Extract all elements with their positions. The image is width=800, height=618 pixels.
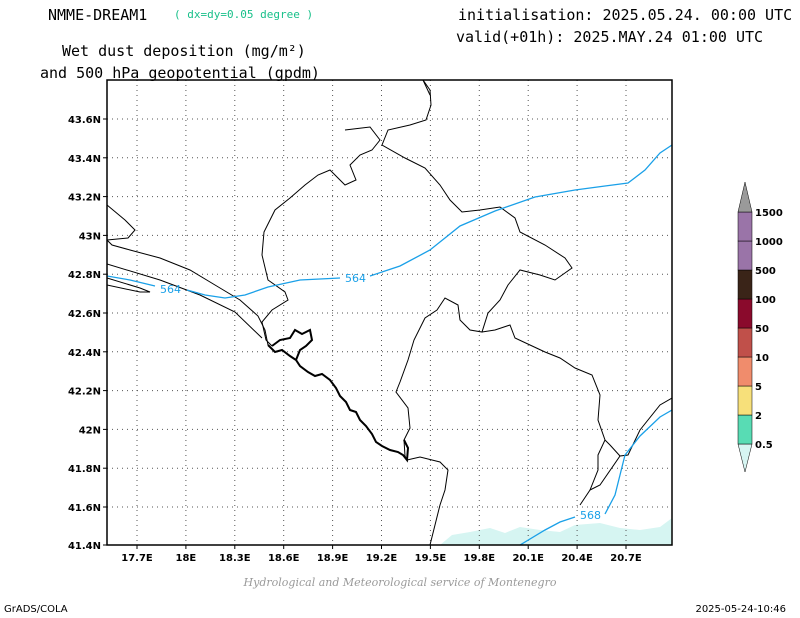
legend-swatch (737, 356, 753, 387)
map-title-line2: and 500 hPa geopotential (gpdm) (40, 64, 320, 82)
software-label: GrADS/COLA (4, 604, 68, 615)
y-tick-label: 41.6N (68, 503, 101, 514)
y-tick-label: 43.4N (68, 154, 101, 165)
legend-label: 1000 (755, 237, 783, 248)
map-grid (107, 80, 672, 545)
legend-top-arrow (737, 181, 753, 213)
x-tick-label: 20.4E (561, 553, 593, 564)
y-tick-label: 42.8N (68, 270, 101, 281)
x-tick-label: 19.5E (415, 553, 447, 564)
x-axis-ticks: 17.7E 18E 18.3E 18.6E 18.9E 19.2E 19.5E 19.8E 20… (121, 545, 642, 564)
initialisation-time: initialisation: 2025.05.24. 00:00 UTC (458, 6, 793, 24)
legend-swatch (737, 327, 753, 358)
legend-label: 100 (755, 295, 776, 306)
deposition-shading (440, 518, 672, 545)
legend-label: 5 (755, 382, 762, 393)
x-tick-label: 18.6E (268, 553, 300, 564)
y-tick-label: 41.4N (68, 541, 101, 552)
y-tick-label: 42.2N (68, 387, 101, 398)
model-name: NMME-DREAM1 (48, 6, 148, 24)
x-tick-label: 17.7E (121, 553, 153, 564)
credit-line: Hydrological and Meteorological service … (243, 576, 557, 589)
legend-label: 1500 (755, 208, 783, 219)
y-tick-label: 43.2N (68, 193, 101, 204)
legend-label: 2 (755, 411, 762, 422)
y-tick-label: 43.6N (68, 115, 101, 126)
legend-label: 500 (755, 266, 776, 277)
y-tick-label: 42N (79, 425, 101, 436)
legend-swatch (737, 211, 753, 242)
legend-swatch (737, 385, 753, 416)
contour-label-568: 568 (580, 509, 601, 522)
legend-swatch (737, 269, 753, 300)
y-tick-label: 41.8N (68, 464, 101, 475)
y-tick-label: 42.6N (68, 309, 101, 320)
contour-label-564-center: 564 (345, 272, 366, 285)
x-tick-label: 19.8E (464, 553, 496, 564)
legend-swatch (737, 414, 753, 445)
y-axis-ticks: 43.6N 43.4N 43.2N 43N 42.8N 42.6N 42.4N 42.2N 42… (68, 115, 107, 552)
legend-swatch (737, 298, 753, 329)
x-tick-label: 18.3E (219, 553, 251, 564)
resolution-note: ( dx=dy=0.05 degree ) (174, 8, 314, 21)
x-tick-label: 20.1E (512, 553, 544, 564)
legend-label: 50 (755, 324, 769, 335)
color-legend: 0.5 2 5 10 50 100 500 1000 1500 (737, 181, 783, 473)
x-tick-label: 18.9E (317, 553, 349, 564)
legend-bottom-arrow (737, 443, 753, 473)
legend-label: 0.5 (755, 440, 773, 451)
x-tick-label: 18E (176, 553, 197, 564)
legend-swatch (737, 240, 753, 271)
x-tick-label: 19.2E (366, 553, 398, 564)
legend-label: 10 (755, 353, 769, 364)
map-title-line1: Wet dust deposition (mg/m²) (62, 42, 306, 60)
country-borders (107, 80, 672, 545)
montenegro-coastline (267, 328, 410, 463)
y-tick-label: 43N (79, 231, 101, 242)
geopotential-contours (107, 144, 672, 545)
valid-time: valid(+01h): 2025.MAY.24 01:00 UTC (456, 28, 764, 46)
x-tick-label: 20.7E (610, 553, 642, 564)
contour-label-564-west: 564 (160, 283, 181, 296)
timestamp-label: 2025-05-24-10:46 (695, 604, 786, 615)
y-tick-label: 42.4N (68, 348, 101, 359)
